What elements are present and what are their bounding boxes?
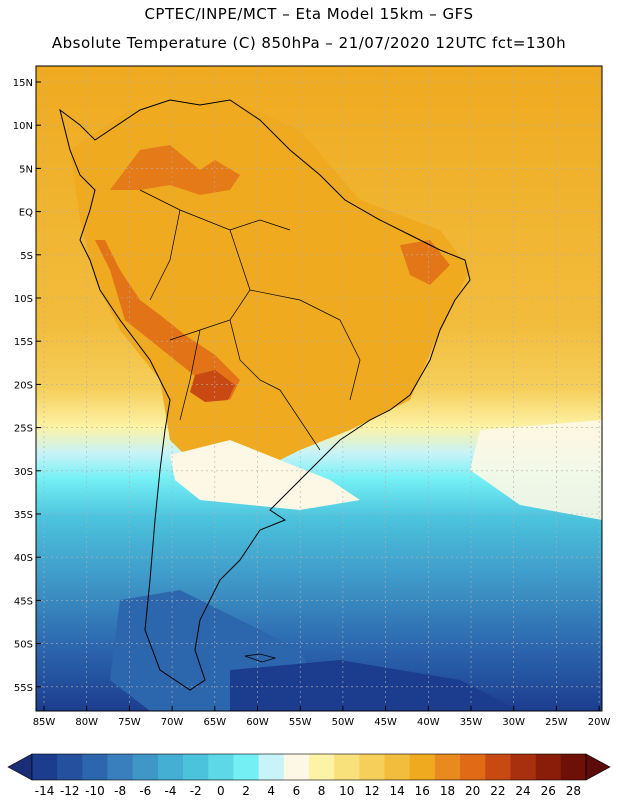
lon-label: 25W <box>545 717 568 728</box>
colorbar-segment <box>107 754 134 780</box>
colorbar-segment <box>384 754 411 780</box>
lon-label: 20W <box>588 717 611 728</box>
lon-label: 60W <box>246 717 269 728</box>
colorbar-label: -4 <box>165 784 177 798</box>
colorbar-label: 18 <box>440 784 455 798</box>
lon-label: 40W <box>417 717 440 728</box>
hot-zone-north <box>110 145 240 195</box>
colorbar-segment <box>32 754 58 780</box>
colorbar-frame <box>31 753 587 781</box>
lon-label: 85W <box>33 717 56 728</box>
cool-zone-atlantic <box>470 420 602 520</box>
falkland-islands <box>244 653 277 663</box>
colorbar-label: 14 <box>389 784 404 798</box>
lon-label: 55W <box>289 717 312 728</box>
colorbar-label: 2 <box>242 784 250 798</box>
country-borders <box>139 189 361 451</box>
colorbar-segment <box>157 754 184 780</box>
colorbar-label: -14 <box>35 784 55 798</box>
south-america-coastline <box>59 99 471 691</box>
colorbar-segment <box>233 754 259 780</box>
lat-label: 30S <box>14 467 33 478</box>
lat-label: 50S <box>14 640 33 651</box>
colorbar-segment <box>283 754 310 780</box>
lat-label: 40S <box>14 553 33 564</box>
chart-title-line2: Absolute Temperature (C) 850hPa – 21/07/… <box>51 34 567 52</box>
lon-label: 50W <box>332 717 355 728</box>
colorbar-segment <box>359 754 385 780</box>
colorbar-segment <box>82 754 108 780</box>
lon-label: 70W <box>161 717 184 728</box>
colorbar-label: 16 <box>415 784 430 798</box>
lon-label: 30W <box>502 717 525 728</box>
lon-label: 65W <box>203 717 226 728</box>
colorbar-label: 20 <box>465 784 480 798</box>
cool-zone-southern-cone <box>170 440 360 510</box>
lat-label: 45S <box>14 596 33 607</box>
colorbar-label: -6 <box>139 784 151 798</box>
colorbar-segment <box>485 754 511 780</box>
warm-continent-zone <box>70 95 470 470</box>
colorbar-segment <box>258 754 285 780</box>
graticule <box>36 66 602 711</box>
lat-label: 5N <box>19 164 33 175</box>
colorbar-label: 8 <box>318 784 326 798</box>
colorbar-segment <box>460 754 486 780</box>
colorbar-label: -10 <box>85 784 105 798</box>
colorbar-segment <box>132 754 159 780</box>
lat-label: 10N <box>13 121 33 132</box>
colorbar-segment <box>510 754 536 780</box>
colorbar-label: -2 <box>190 784 202 798</box>
colorbar-label: -8 <box>114 784 126 798</box>
lat-label: 10S <box>14 294 33 305</box>
hot-zone-andes <box>95 240 240 400</box>
lon-label: 80W <box>75 717 98 728</box>
colorbar-label: 26 <box>541 784 556 798</box>
colorbar-segment <box>535 754 562 780</box>
colorbar-segment <box>434 754 461 780</box>
colorbar-segment <box>57 754 83 780</box>
colorbar-segment <box>334 754 360 780</box>
coldest-zone-drake <box>230 660 520 711</box>
colorbar-label: 4 <box>267 784 275 798</box>
colorbar-segment <box>409 754 436 780</box>
colorbar-segment <box>560 754 587 780</box>
colorbar-label: 22 <box>490 784 505 798</box>
hot-zone-chaco <box>190 370 235 402</box>
colorbar: -14 -12 -10 -8 -6 -4 -2 0 2 4 6 8 10 12 14 16 18 20 22 24 26… <box>7 753 611 798</box>
hot-zone-northeast <box>400 240 450 285</box>
map-frame <box>35 65 603 712</box>
colorbar-label: 10 <box>339 784 354 798</box>
lon-label: 75W <box>118 717 141 728</box>
colorbar-segment <box>183 754 209 780</box>
lat-label: 15S <box>14 337 33 348</box>
longitude-labels: 85W 80W 75W 70W 65W 60W 55W 50W 45W 40W 35W 30W 25W 2… <box>33 717 611 728</box>
colorbar-label: 28 <box>566 784 581 798</box>
lat-label: 55S <box>14 683 33 694</box>
lat-label: 15N <box>13 78 33 89</box>
lat-label: 25S <box>14 424 33 435</box>
lat-label: EQ <box>19 208 33 219</box>
colorbar-right-arrow <box>585 753 611 781</box>
colorbar-label: -12 <box>60 784 80 798</box>
map-field <box>36 66 602 711</box>
latitude-labels: 15N 10N 5N EQ 5S 10S 15S 20S 25S 30S 35S 40S 45S 50S 5… <box>13 78 33 694</box>
lat-label: 35S <box>14 510 33 521</box>
colorbar-left-arrow <box>7 753 33 781</box>
colorbar-label: 6 <box>293 784 301 798</box>
colorbar-segment <box>309 754 335 780</box>
lon-label: 45W <box>374 717 397 728</box>
lon-label: 35W <box>460 717 483 728</box>
colorbar-label: 0 <box>217 784 225 798</box>
colorbar-segment <box>208 754 234 780</box>
lat-label: 5S <box>20 251 33 262</box>
chart-title-line1: CPTEC/INPE/MCT – Eta Model 15km – GFS <box>144 5 474 23</box>
lat-label: 20S <box>14 380 33 391</box>
colorbar-label: 12 <box>364 784 379 798</box>
colorbar-label: 24 <box>515 784 530 798</box>
